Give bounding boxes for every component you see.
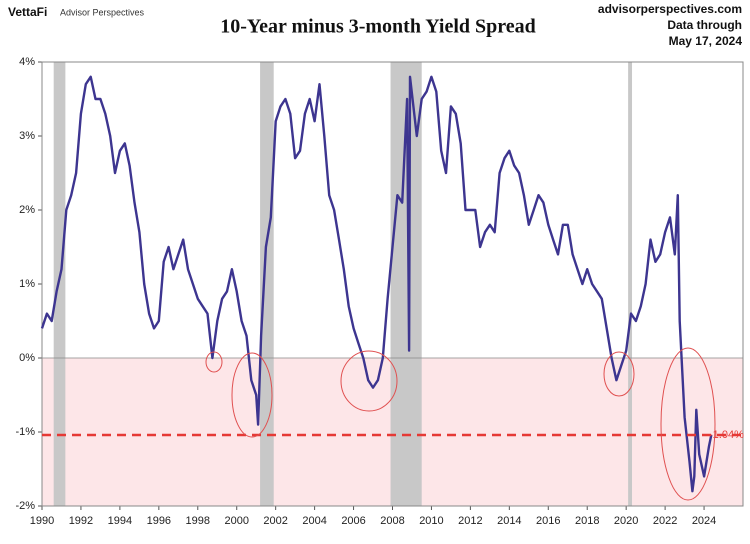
x-tick-label: 1990 (30, 515, 54, 527)
x-tick-label: 1996 (147, 515, 171, 527)
x-tick-label: 1994 (108, 515, 132, 527)
y-tick-label: 1% (19, 278, 35, 290)
x-tick-label: 2018 (575, 515, 599, 527)
y-tick-label: 3% (19, 130, 35, 142)
plot-area: -2% -1% 0% 1% 2% 3% 4% 1990 1992 1994 1996 1998 2000… (15, 56, 744, 527)
x-tick-label: 2012 (458, 515, 482, 527)
reference-label: -1.04% (709, 429, 744, 441)
x-tick-label: 2000 (224, 515, 248, 527)
x-tick-label: 1998 (186, 515, 210, 527)
x-tick-label: 2024 (692, 515, 716, 527)
chart-title: 10-Year minus 3-month Yield Spread (220, 16, 536, 38)
recession-band (628, 62, 633, 506)
highlight-circle (340, 350, 398, 412)
note: Data through (667, 18, 742, 32)
y-tick-label: -1% (15, 426, 35, 438)
source: advisorperspectives.com (598, 2, 742, 16)
x-tick-label: 2006 (341, 515, 365, 527)
x-tick-label: 2016 (536, 515, 560, 527)
y-tick-label: 4% (19, 56, 35, 68)
y-tick-label: -2% (15, 500, 35, 512)
highlight-circle (231, 352, 273, 438)
x-tick-label: 1992 (69, 515, 93, 527)
x-tick-label: 2008 (380, 515, 404, 527)
highlight-circle (660, 347, 716, 501)
annotations (205, 347, 716, 501)
x-tick-label: 2004 (302, 515, 326, 527)
x-tick-label: 2002 (263, 515, 287, 527)
x-tick-label: 2014 (497, 515, 521, 527)
x-tick-label: 2010 (419, 515, 443, 527)
x-tick-label: 2020 (614, 515, 638, 527)
highlight-circle (603, 351, 635, 397)
plot-frame (41, 61, 744, 507)
data-line (40, 75, 713, 493)
y-tick-label: 2% (19, 204, 35, 216)
note: May 17, 2024 (669, 34, 743, 48)
recession-band (260, 62, 274, 506)
x-tick-label: 2022 (653, 515, 677, 527)
y-tick-label: 0% (19, 352, 35, 364)
highlight-circle (205, 351, 223, 373)
brand: VettaFi (8, 5, 47, 19)
brand-sub: Advisor Perspectives (60, 7, 145, 17)
recession-band (53, 62, 66, 506)
